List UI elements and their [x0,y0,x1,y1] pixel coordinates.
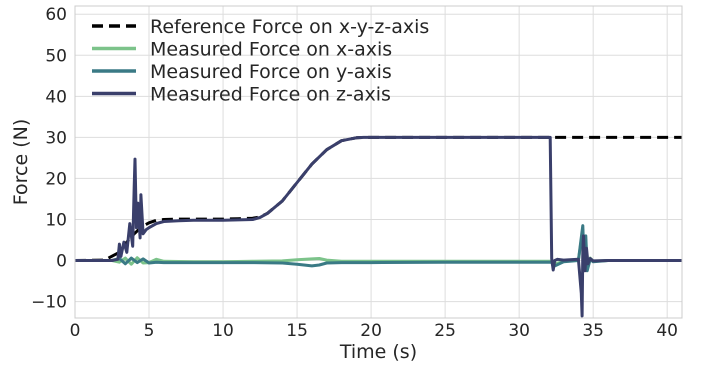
plot-frame [74,5,683,319]
series-line [75,224,682,273]
x-tick-label: 5 [144,321,155,341]
x-axis-title: Time (s) [339,341,417,363]
y-tick-label: 10 [45,210,67,230]
series-layer [74,135,682,318]
y-tick-label: 40 [45,87,67,107]
legend-label: Measured Force on z-axis [150,84,391,106]
legend-label: Reference Force on x-y-z-axis [150,16,429,38]
x-tick-label: 35 [582,321,604,341]
x-tick-label: 30 [508,321,530,341]
x-tick-label: 40 [656,321,678,341]
x-tick-label: 20 [360,321,382,341]
legend-label: Measured Force on x-axis [150,39,392,61]
x-tick-label: 0 [70,321,81,341]
y-tick-label: 60 [45,5,67,25]
x-tick-label: 15 [286,321,308,341]
y-axis-title: Force (N) [10,119,32,205]
x-tick-label: 10 [212,321,234,341]
legend-label: Measured Force on y-axis [150,61,392,83]
y-tick-label: 20 [45,169,67,189]
series-line [75,135,682,318]
x-tick-label: 25 [434,321,456,341]
y-tick-label: 30 [45,128,67,148]
y-tick-label: −10 [31,293,67,313]
series-line [74,135,682,262]
y-tick-label: 0 [56,252,67,272]
y-tick-label: 50 [45,46,67,66]
